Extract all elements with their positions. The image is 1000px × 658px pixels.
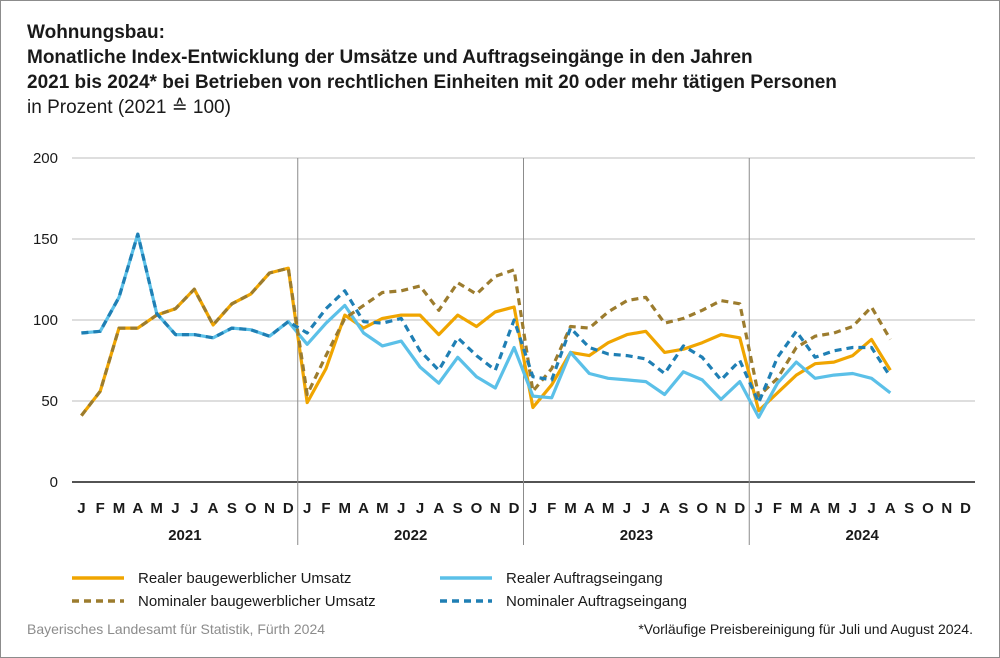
month-tick-label: N: [941, 500, 952, 517]
month-tick-label: J: [397, 500, 405, 517]
y-tick-label: 150: [33, 231, 58, 248]
month-tick-label: A: [433, 500, 444, 517]
source-note: Bayerisches Landesamt für Statistik, Für…: [27, 621, 326, 637]
legend-label: Nominaler Auftragseingang: [506, 593, 687, 610]
year-tick-label: 2021: [168, 527, 201, 544]
chart-title-line-1: Wohnungsbau:: [27, 22, 165, 43]
month-tick-label: A: [132, 500, 143, 517]
month-tick-label: N: [716, 500, 727, 517]
month-tick-label: A: [810, 500, 821, 517]
month-tick-label: A: [208, 500, 219, 517]
month-tick-label: J: [416, 500, 424, 517]
month-tick-label: F: [547, 500, 556, 517]
month-tick-label: N: [264, 500, 275, 517]
month-tick-label: A: [358, 500, 369, 517]
month-tick-label: M: [790, 500, 803, 517]
chart-subtitle: in Prozent (2021 ≙ 100): [27, 97, 231, 118]
legend-label: Realer baugewerblicher Umsatz: [138, 570, 351, 587]
month-tick-label: N: [490, 500, 501, 517]
month-tick-label: J: [77, 500, 85, 517]
month-tick-label: J: [754, 500, 762, 517]
month-tick-label: O: [471, 500, 483, 517]
month-tick-label: J: [849, 500, 857, 517]
footnote: *Vorläufige Preisbereinigung für Juli un…: [638, 621, 973, 637]
month-tick-label: J: [529, 500, 537, 517]
year-tick-label: 2022: [394, 527, 427, 544]
month-tick-label: D: [509, 500, 520, 517]
month-tick-label: S: [453, 500, 463, 517]
y-tick-label: 100: [33, 312, 58, 329]
month-tick-label: O: [245, 500, 257, 517]
month-tick-label: A: [584, 500, 595, 517]
month-tick-label: F: [96, 500, 105, 517]
month-tick-label: J: [303, 500, 311, 517]
month-tick-label: D: [734, 500, 745, 517]
y-tick-label: 50: [41, 393, 58, 410]
month-tick-label: S: [678, 500, 688, 517]
month-tick-label: M: [828, 500, 841, 517]
month-tick-label: D: [960, 500, 971, 517]
month-tick-label: J: [171, 500, 179, 517]
y-tick-label: 200: [33, 150, 58, 167]
title-block: Wohnungsbau: Monatliche Index-Entwicklun…: [27, 20, 977, 120]
month-tick-label: J: [642, 500, 650, 517]
month-tick-label: D: [283, 500, 294, 517]
month-tick-label: M: [564, 500, 577, 517]
month-tick-label: M: [376, 500, 389, 517]
month-tick-label: O: [922, 500, 934, 517]
month-tick-label: M: [339, 500, 352, 517]
month-tick-label: O: [696, 500, 708, 517]
series-line-3: [80, 266, 892, 417]
series-line-4: [81, 232, 892, 405]
chart-title-line-2: Monatliche Index-Entwicklung der Umsätze…: [27, 47, 753, 68]
month-tick-label: J: [623, 500, 631, 517]
year-tick-label: 2023: [620, 527, 653, 544]
month-tick-label: A: [659, 500, 670, 517]
month-tick-label: A: [885, 500, 896, 517]
legend-label: Nominaler baugewerblicher Umsatz: [138, 593, 376, 610]
legend-label: Realer Auftragseingang: [506, 570, 663, 587]
series-line-2: [81, 232, 892, 419]
month-tick-label: F: [321, 500, 330, 517]
month-tick-label: M: [113, 500, 126, 517]
month-tick-label: M: [602, 500, 615, 517]
y-tick-label: 0: [50, 474, 58, 491]
month-tick-label: M: [150, 500, 163, 517]
month-tick-label: J: [190, 500, 198, 517]
month-tick-label: F: [773, 500, 782, 517]
chart-title-line-3: 2021 bis 2024* bei Betrieben von rechtli…: [27, 72, 837, 93]
month-tick-label: S: [904, 500, 914, 517]
year-tick-label: 2024: [845, 527, 879, 544]
series-line-1: [80, 266, 892, 417]
month-tick-label: S: [227, 500, 237, 517]
month-tick-label: J: [867, 500, 875, 517]
